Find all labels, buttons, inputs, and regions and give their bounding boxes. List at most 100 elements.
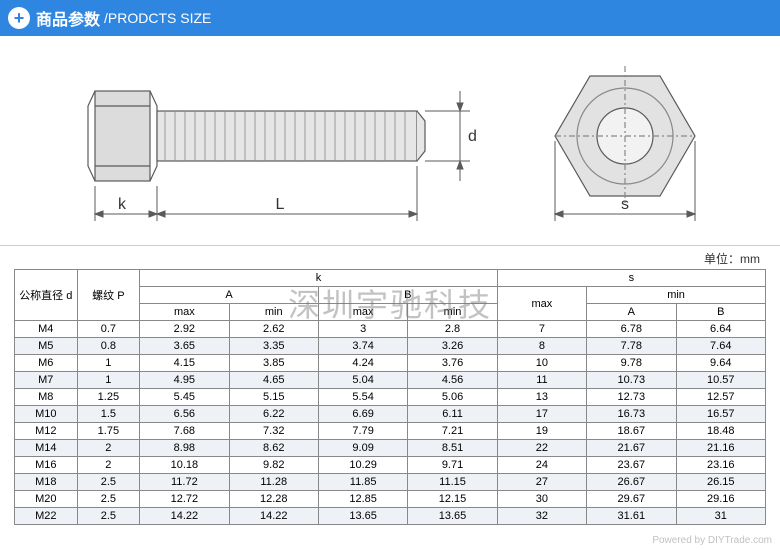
- cell-kAmax: 11.72: [140, 474, 229, 491]
- col-k-A: A: [140, 287, 319, 304]
- cell-sAmin: 26.67: [587, 474, 676, 491]
- cell-kAmax: 5.45: [140, 389, 229, 406]
- cell-p: 2: [77, 440, 140, 457]
- header-subtitle: /PRODCTS SIZE: [104, 10, 211, 26]
- cell-p: 1: [77, 355, 140, 372]
- cell-sAmin: 12.73: [587, 389, 676, 406]
- cell-p: 0.8: [77, 338, 140, 355]
- label-s: s: [621, 196, 629, 213]
- cell-kBmin: 6.11: [408, 406, 497, 423]
- cell-p: 2.5: [77, 508, 140, 525]
- cell-p: 2: [77, 457, 140, 474]
- cell-kAmax: 8.98: [140, 440, 229, 457]
- cell-smax: 27: [497, 474, 586, 491]
- cell-d: M18: [15, 474, 78, 491]
- cell-smax: 19: [497, 423, 586, 440]
- cell-smax: 13: [497, 389, 586, 406]
- label-L: L: [276, 196, 285, 213]
- cell-kBmin: 4.56: [408, 372, 497, 389]
- cell-kBmin: 11.15: [408, 474, 497, 491]
- cell-sAmin: 21.67: [587, 440, 676, 457]
- cell-kAmax: 12.72: [140, 491, 229, 508]
- cell-d: M22: [15, 508, 78, 525]
- col-s-group: s: [497, 270, 765, 287]
- cell-sBmin: 6.64: [676, 321, 766, 338]
- cell-kAmin: 7.32: [229, 423, 318, 440]
- table-row: M81.255.455.155.545.061312.7312.57: [15, 389, 766, 406]
- plus-icon: +: [8, 7, 30, 29]
- cell-d: M4: [15, 321, 78, 338]
- cell-sAmin: 10.73: [587, 372, 676, 389]
- spec-table: 公称直径 d 螺纹 P k s A B max min max min max …: [14, 269, 766, 525]
- col-kB-max: max: [318, 304, 407, 321]
- cell-kAmin: 3.35: [229, 338, 318, 355]
- cell-kBmax: 9.09: [318, 440, 407, 457]
- cell-kAmin: 11.28: [229, 474, 318, 491]
- cell-smax: 8: [497, 338, 586, 355]
- table-row: M16210.189.8210.299.712423.6723.16: [15, 457, 766, 474]
- cell-sBmin: 21.16: [676, 440, 766, 457]
- cell-kAmin: 4.65: [229, 372, 318, 389]
- cell-p: 1.5: [77, 406, 140, 423]
- cell-smax: 24: [497, 457, 586, 474]
- col-kA-min: min: [229, 304, 318, 321]
- col-sA: A: [587, 304, 676, 321]
- header-bar: + 商品参数 /PRODCTS SIZE: [0, 0, 780, 36]
- cell-p: 2.5: [77, 491, 140, 508]
- cell-sBmin: 10.57: [676, 372, 766, 389]
- cell-sBmin: 18.48: [676, 423, 766, 440]
- cell-kBmin: 5.06: [408, 389, 497, 406]
- cell-sAmin: 29.67: [587, 491, 676, 508]
- cell-kAmax: 4.15: [140, 355, 229, 372]
- col-d: 公称直径 d: [15, 270, 78, 321]
- cell-kBmax: 3: [318, 321, 407, 338]
- cell-kBmin: 3.76: [408, 355, 497, 372]
- cell-p: 1: [77, 372, 140, 389]
- cell-sBmin: 31: [676, 508, 766, 525]
- header-title: 商品参数: [36, 6, 100, 30]
- cell-sBmin: 7.64: [676, 338, 766, 355]
- cell-smax: 11: [497, 372, 586, 389]
- cell-sBmin: 26.15: [676, 474, 766, 491]
- cell-sAmin: 9.78: [587, 355, 676, 372]
- col-p: 螺纹 P: [77, 270, 140, 321]
- table-row: M182.511.7211.2811.8511.152726.6726.15: [15, 474, 766, 491]
- cell-kAmin: 6.22: [229, 406, 318, 423]
- cell-kAmax: 14.22: [140, 508, 229, 525]
- col-k-group: k: [140, 270, 498, 287]
- cell-kAmax: 2.92: [140, 321, 229, 338]
- cell-d: M14: [15, 440, 78, 457]
- cell-kBmin: 13.65: [408, 508, 497, 525]
- cell-kBmin: 2.8: [408, 321, 497, 338]
- cell-kBmax: 3.74: [318, 338, 407, 355]
- cell-sAmin: 7.78: [587, 338, 676, 355]
- footer-watermark: Powered by DIYTrade.com: [652, 535, 772, 546]
- cell-smax: 17: [497, 406, 586, 423]
- cell-kBmin: 12.15: [408, 491, 497, 508]
- col-s-max: max: [497, 287, 586, 321]
- cell-d: M6: [15, 355, 78, 372]
- cell-kAmax: 6.56: [140, 406, 229, 423]
- cell-p: 1.75: [77, 423, 140, 440]
- cell-kBmax: 5.04: [318, 372, 407, 389]
- cell-kBmin: 7.21: [408, 423, 497, 440]
- cell-sBmin: 9.64: [676, 355, 766, 372]
- cell-sBmin: 29.16: [676, 491, 766, 508]
- table-row: M1428.988.629.098.512221.6721.16: [15, 440, 766, 457]
- cell-smax: 10: [497, 355, 586, 372]
- cell-p: 1.25: [77, 389, 140, 406]
- cell-kAmin: 8.62: [229, 440, 318, 457]
- cell-kAmin: 5.15: [229, 389, 318, 406]
- cell-kBmax: 5.54: [318, 389, 407, 406]
- cell-d: M10: [15, 406, 78, 423]
- table-row: M222.514.2214.2213.6513.653231.6131: [15, 508, 766, 525]
- cell-kBmax: 10.29: [318, 457, 407, 474]
- unit-label: 单位：mm: [0, 246, 780, 269]
- cell-kBmax: 6.69: [318, 406, 407, 423]
- cell-p: 2.5: [77, 474, 140, 491]
- cell-kBmin: 9.71: [408, 457, 497, 474]
- cell-kAmin: 14.22: [229, 508, 318, 525]
- cell-kAmin: 9.82: [229, 457, 318, 474]
- cell-sBmin: 23.16: [676, 457, 766, 474]
- cell-kAmax: 3.65: [140, 338, 229, 355]
